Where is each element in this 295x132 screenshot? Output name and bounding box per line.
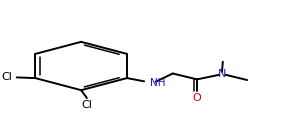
Text: NH: NH [150,78,165,88]
Text: Cl: Cl [81,100,92,110]
Text: N: N [218,69,226,79]
Text: Cl: Cl [1,72,12,82]
Text: O: O [193,93,201,103]
